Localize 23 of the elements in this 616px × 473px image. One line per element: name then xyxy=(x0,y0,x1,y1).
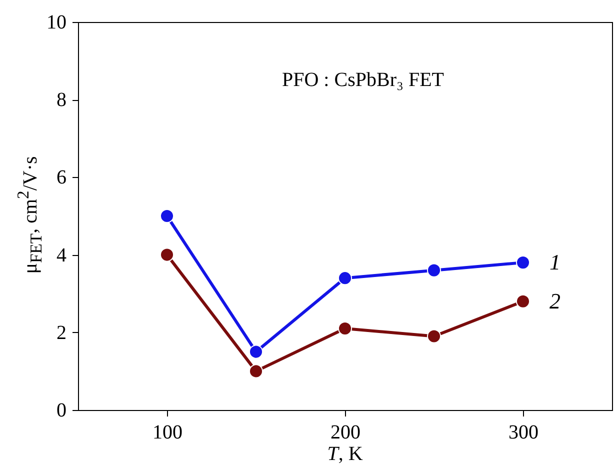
point xyxy=(160,208,174,224)
y-tick-label: 8 xyxy=(56,89,66,112)
series-label: 2 xyxy=(550,288,560,314)
x-tick-label: 300 xyxy=(508,422,538,444)
x-tick-label: 200 xyxy=(330,422,360,444)
y-tick-label: 10 xyxy=(46,12,66,34)
point xyxy=(338,322,352,336)
point xyxy=(248,344,264,359)
y-tick-label: 2 xyxy=(56,322,66,344)
annotation: PFO : CsPbBr₃ FET xyxy=(282,69,444,91)
point xyxy=(338,271,352,286)
point xyxy=(160,248,174,262)
x-tick-label: 100 xyxy=(152,422,182,444)
point xyxy=(516,294,530,308)
y-tick-label: 0 xyxy=(56,400,66,422)
point xyxy=(426,329,442,344)
series-label: 1 xyxy=(550,250,560,275)
x-axis-title: T, K xyxy=(327,443,363,466)
point xyxy=(516,256,530,270)
y-tick-label: 6 xyxy=(56,166,66,189)
point xyxy=(248,364,264,378)
y-tick-label: 4 xyxy=(56,244,66,266)
point xyxy=(426,263,442,278)
